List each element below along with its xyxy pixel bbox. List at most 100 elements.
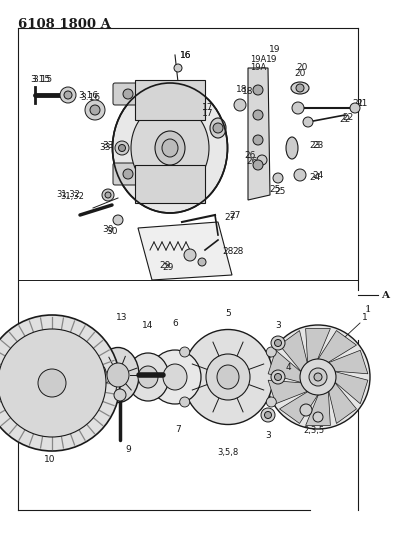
Text: 20: 20: [296, 63, 308, 72]
Polygon shape: [306, 392, 330, 425]
Ellipse shape: [300, 359, 336, 395]
Ellipse shape: [210, 118, 226, 138]
Circle shape: [113, 215, 123, 225]
Text: 19A: 19A: [250, 55, 266, 64]
Ellipse shape: [131, 103, 209, 193]
Text: 19: 19: [269, 45, 281, 54]
Ellipse shape: [0, 329, 106, 437]
FancyBboxPatch shape: [135, 80, 205, 120]
Text: 30: 30: [106, 228, 118, 237]
Text: 26: 26: [244, 150, 256, 159]
Text: 3.15: 3.15: [32, 76, 52, 85]
Circle shape: [261, 408, 275, 422]
Text: 1: 1: [362, 312, 368, 321]
Polygon shape: [268, 380, 307, 403]
Text: 18: 18: [236, 85, 248, 94]
Text: 7: 7: [175, 425, 181, 434]
Circle shape: [64, 91, 72, 99]
FancyBboxPatch shape: [113, 163, 142, 185]
Circle shape: [90, 105, 100, 115]
Ellipse shape: [89, 385, 103, 395]
Polygon shape: [268, 350, 301, 382]
Ellipse shape: [162, 139, 178, 157]
Text: 28: 28: [222, 247, 234, 256]
Text: 10: 10: [44, 456, 56, 464]
Text: 31,32: 31,32: [60, 192, 84, 201]
Circle shape: [275, 340, 282, 346]
Circle shape: [264, 411, 271, 418]
Text: 3.16: 3.16: [80, 93, 100, 101]
Circle shape: [253, 160, 263, 170]
Text: 19: 19: [266, 55, 278, 64]
Text: 19A: 19A: [250, 62, 266, 71]
Text: 3: 3: [265, 431, 271, 440]
Text: 27: 27: [229, 211, 241, 220]
Polygon shape: [279, 330, 307, 371]
Ellipse shape: [127, 353, 169, 401]
Circle shape: [303, 117, 313, 127]
Text: 23: 23: [309, 141, 321, 149]
Ellipse shape: [314, 373, 322, 381]
Text: 17: 17: [202, 102, 214, 111]
Circle shape: [123, 169, 133, 179]
Text: 3: 3: [275, 320, 281, 329]
Ellipse shape: [138, 366, 158, 388]
FancyBboxPatch shape: [113, 83, 142, 105]
Text: 21: 21: [353, 99, 364, 108]
Circle shape: [313, 412, 323, 422]
Text: 26: 26: [246, 157, 258, 166]
Text: 33: 33: [102, 141, 114, 149]
Circle shape: [294, 169, 306, 181]
Ellipse shape: [180, 397, 190, 407]
Text: 13: 13: [116, 312, 128, 321]
Text: 3,5,8: 3,5,8: [217, 448, 239, 457]
Circle shape: [257, 155, 267, 165]
Text: 2,3,5: 2,3,5: [304, 425, 324, 434]
Text: 31,32: 31,32: [56, 190, 80, 199]
Ellipse shape: [97, 348, 139, 402]
Circle shape: [86, 363, 106, 383]
Circle shape: [275, 374, 282, 381]
Circle shape: [114, 389, 126, 401]
Text: 33: 33: [99, 143, 111, 152]
Ellipse shape: [149, 350, 201, 404]
Text: 25: 25: [274, 188, 286, 197]
Circle shape: [271, 336, 285, 350]
Text: 24: 24: [309, 174, 321, 182]
Circle shape: [273, 173, 283, 183]
Text: 29: 29: [162, 262, 174, 271]
Text: 29: 29: [159, 261, 171, 270]
Text: 5: 5: [225, 309, 231, 318]
Text: 3.15: 3.15: [30, 76, 50, 85]
Text: A: A: [381, 290, 389, 300]
Circle shape: [102, 189, 114, 201]
Polygon shape: [335, 372, 368, 403]
Circle shape: [253, 85, 263, 95]
Ellipse shape: [266, 325, 370, 429]
Text: 27: 27: [224, 214, 236, 222]
Text: 28: 28: [232, 247, 244, 256]
Text: 30: 30: [102, 225, 114, 235]
Ellipse shape: [266, 347, 276, 357]
Text: 24: 24: [313, 171, 324, 180]
Ellipse shape: [180, 347, 190, 357]
Text: 12: 12: [82, 352, 94, 361]
Text: 22: 22: [339, 116, 350, 125]
Circle shape: [300, 404, 312, 416]
Circle shape: [118, 144, 126, 151]
Text: 22: 22: [342, 114, 354, 123]
Polygon shape: [329, 383, 357, 423]
Ellipse shape: [107, 363, 129, 387]
Text: 11: 11: [8, 349, 20, 358]
Text: 16: 16: [180, 52, 192, 61]
Ellipse shape: [155, 131, 185, 165]
Circle shape: [85, 100, 105, 120]
Text: 18: 18: [242, 87, 254, 96]
Circle shape: [184, 249, 196, 261]
Text: 9: 9: [125, 446, 131, 455]
Circle shape: [213, 123, 223, 133]
Text: 25: 25: [269, 185, 281, 195]
Text: 16: 16: [180, 52, 192, 61]
Text: 6: 6: [172, 319, 178, 327]
Text: 1: 1: [365, 305, 372, 314]
